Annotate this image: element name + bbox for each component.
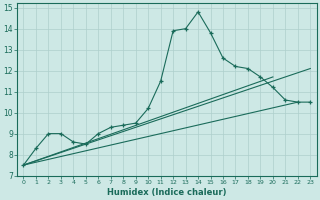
X-axis label: Humidex (Indice chaleur): Humidex (Indice chaleur) <box>107 188 227 197</box>
